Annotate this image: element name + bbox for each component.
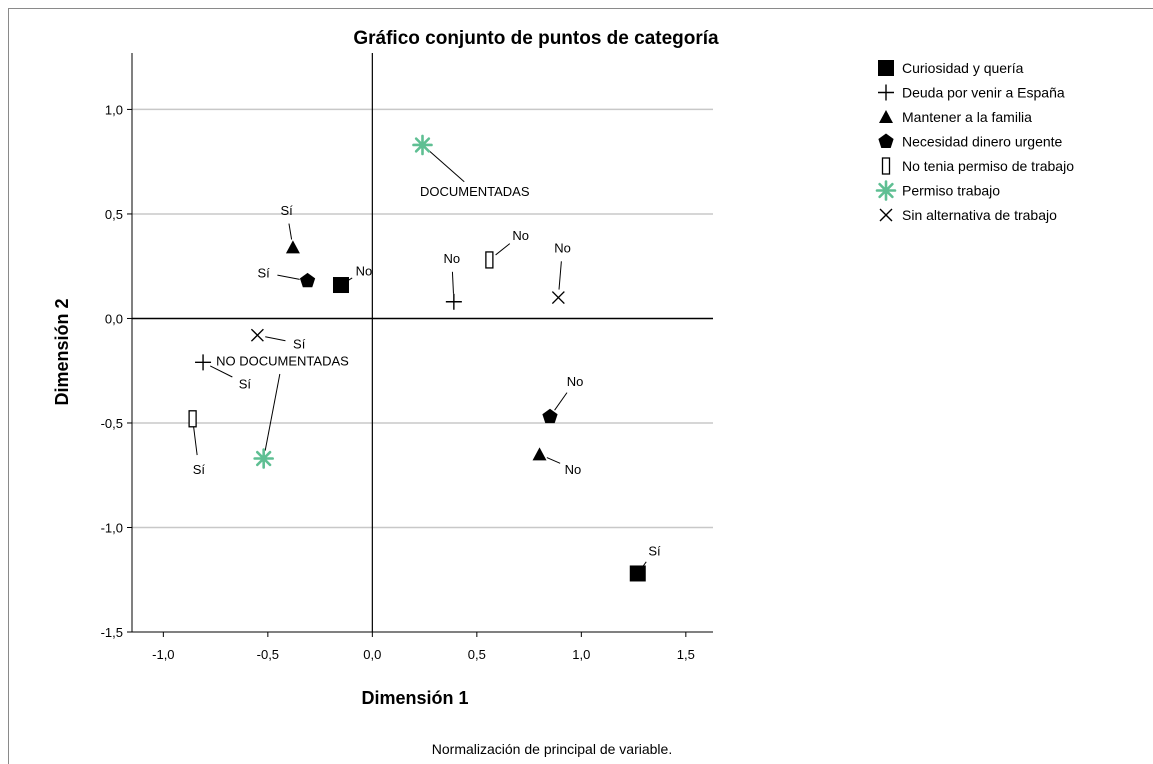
legend-marker [875, 180, 897, 201]
legend-marker [881, 157, 891, 175]
point-label: No [512, 228, 529, 243]
x-tick-label: -0,5 [257, 647, 279, 662]
data-point [332, 277, 349, 294]
legend-marker [878, 84, 894, 101]
point-label: Sí [648, 543, 661, 558]
legend-entry: Sin alternativa de trabajo [902, 207, 1057, 223]
leader-line [558, 261, 562, 290]
y-axis-title: Dimensión 2 [52, 298, 72, 405]
y-tick-label: -1,0 [101, 520, 123, 535]
point-labels: No Sí No Sí Sí No Sí No No Sí DOCUMENTADAS NO DOCUM… [193, 184, 661, 559]
legend-entry: Deuda por venir a España [902, 85, 1065, 101]
legend-entry: Necesidad dinero urgente [902, 134, 1063, 150]
data-point [412, 134, 433, 156]
y-tick-label: -1,5 [101, 625, 123, 640]
y-tick-label: 0,5 [105, 207, 123, 222]
x-axis-title: Dimensión 1 [361, 688, 468, 708]
leader-line [265, 336, 286, 342]
x-tick-label: 0,5 [468, 647, 486, 662]
point-label: No [356, 263, 373, 278]
legend-entry: Mantener a la familia [902, 109, 1032, 125]
point-label: Sí [281, 203, 294, 218]
leader-line [495, 243, 511, 256]
leader-line [193, 426, 198, 456]
leader-line [554, 392, 568, 411]
leader-line [209, 365, 233, 378]
x-tick-label: 0,0 [363, 647, 381, 662]
data-point [299, 272, 316, 288]
legend-entry: Curiosidad y quería [902, 60, 1024, 76]
leader-line [288, 223, 293, 240]
data-point [445, 293, 462, 310]
data-points [188, 134, 646, 582]
legend-marker [878, 60, 894, 76]
legend-marker [878, 133, 894, 148]
legend: Curiosidad y quería Deuda por venir a Esp… [875, 60, 1074, 223]
data-point [629, 565, 646, 582]
leader-line [264, 373, 281, 451]
point-label: No [567, 374, 584, 389]
y-tick-label: -0,5 [101, 416, 123, 431]
point-label: Sí [193, 462, 206, 477]
data-point [195, 354, 212, 371]
point-label: NO DOCUMENTADAS [216, 353, 349, 368]
point-label: Sí [258, 265, 271, 280]
point-label: Sí [293, 337, 306, 352]
legend-entry: Permiso trabajo [902, 183, 1000, 199]
data-point [250, 328, 264, 342]
tick-labels: -1,0 -0,5 0,0 0,5 1,0 1,5 1,0 0,5 0,0 -0,5 -1,0 -1,… [101, 102, 695, 662]
x-tick-label: 1,0 [572, 647, 590, 662]
point-label: No [443, 251, 460, 266]
footnote: Normalización de principal de variable. [432, 741, 672, 757]
leader-line [428, 149, 465, 183]
axes [131, 53, 713, 633]
x-tick-label: 1,5 [677, 647, 695, 662]
legend-entry: No tenia permiso de trabajo [902, 158, 1074, 174]
legend-marker [879, 208, 893, 222]
leader-line [546, 457, 561, 464]
y-tick-label: 1,0 [105, 102, 123, 117]
data-point [253, 448, 274, 469]
leader-line [277, 274, 300, 280]
chart-title: Gráfico conjunto de puntos de categoría [353, 28, 719, 49]
leader-lines [193, 149, 647, 568]
leader-line [451, 271, 454, 294]
x-tick-label: -1,0 [152, 647, 174, 662]
data-point [485, 251, 494, 269]
y-tick-label: 0,0 [105, 311, 123, 326]
data-point [551, 291, 565, 305]
gridlines [132, 108, 713, 529]
data-point [532, 447, 547, 461]
point-label: No [565, 462, 582, 477]
data-point [542, 408, 558, 424]
point-label: DOCUMENTADAS [420, 184, 530, 199]
data-point [285, 240, 300, 254]
chart-frame [8, 8, 1153, 764]
point-label: No [554, 240, 571, 255]
data-point [188, 410, 197, 428]
legend-marker [879, 110, 893, 123]
point-label: Sí [239, 376, 252, 391]
